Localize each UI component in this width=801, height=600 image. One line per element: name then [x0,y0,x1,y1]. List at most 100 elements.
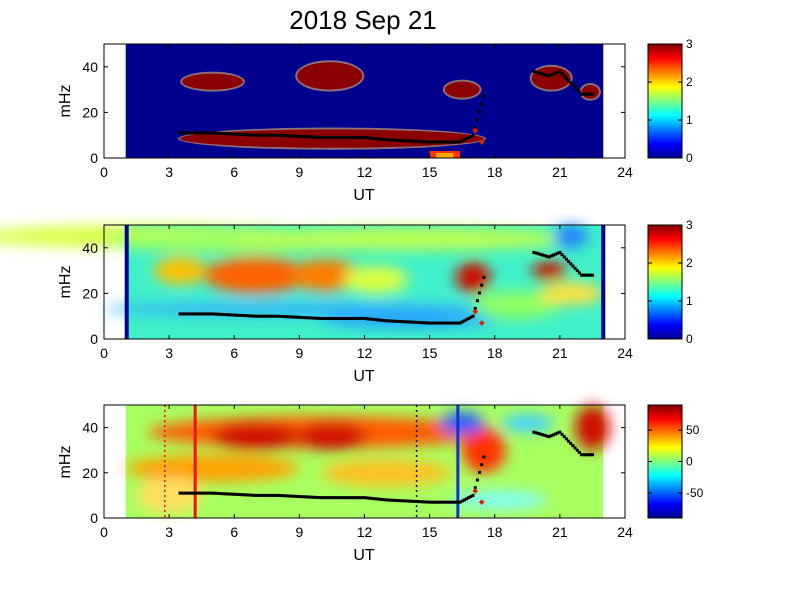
trace-point [590,92,594,96]
trace-point [300,134,304,138]
trace-point [363,496,366,500]
trace-point [441,500,445,504]
trace-point [419,321,423,325]
trace-marker [478,139,485,145]
trace-point [480,102,484,106]
trace-point [538,252,542,256]
panel-3-patch [501,414,554,433]
trace-point [369,317,373,321]
panel-1-ticks: 0 3 6 9 12 15 18 21 24 0 20 40 [82,44,633,180]
x-tick-label: 3 [165,345,173,361]
panel-3-xlabel: UT [353,547,375,564]
trace-point [564,257,568,261]
trace-point [386,138,390,142]
trace-point [438,500,442,504]
x-tick-label: 12 [357,345,373,361]
trace-point [295,315,299,319]
trace-point [308,316,312,320]
trace-point [341,496,345,500]
x-tick-label: 21 [552,524,568,540]
trace-point [315,316,319,320]
trace-point [373,318,377,322]
trace-point [428,140,432,144]
trace-point [232,132,236,136]
trace-point [347,316,351,320]
trace-point [382,138,386,142]
trace-point [189,491,193,495]
trace-point [345,135,349,139]
trace-point [389,319,393,323]
trace-point [577,90,581,94]
trace-point [404,320,408,324]
trace-point [202,491,206,495]
trace-point [482,455,486,459]
trace-point [321,496,325,500]
trace-point [456,500,460,504]
trace-point [326,316,330,320]
trace-point [460,139,464,143]
trace-point [297,315,301,319]
trace-point [215,491,219,495]
trace-point [415,320,419,324]
trace-point [421,140,425,144]
trace-point [373,137,377,141]
trace-point [273,493,277,497]
panel-1-colorbar [647,43,683,159]
figure-title: 2018 Sep 21 [289,5,436,35]
trace-point [569,262,573,266]
trace-point [406,499,410,503]
trace-point [345,496,349,500]
trace-point [373,497,377,501]
trace-point [336,316,340,320]
trace-point [302,495,306,499]
trace-point [189,312,193,316]
trace-point [195,491,199,495]
panel-2-patch [153,256,207,285]
trace-point [467,135,471,139]
trace-point [393,319,397,323]
trace-point [462,138,466,142]
trace-point [395,498,399,502]
trace-point [551,72,555,76]
trace-point [452,321,456,325]
trace-point [386,319,390,323]
trace-point [254,133,258,137]
trace-point [471,133,475,137]
trace-point [452,140,456,144]
y-tick-label: 0 [90,510,98,526]
trace-point [228,132,232,136]
trace-point [541,253,545,257]
trace-point [221,131,225,135]
trace-point [211,491,215,495]
trace-point [184,312,188,316]
trace-point [560,72,564,76]
trace-point [317,135,321,139]
trace-point [178,312,182,316]
panel-2-left-edge [124,225,129,339]
trace-point [419,500,423,504]
trace-point [278,314,282,318]
panel-3-colorbar [647,404,683,519]
trace-point [245,314,249,318]
trace-point [306,135,310,139]
panel-2-patch [290,259,361,292]
panel-3-patch [125,454,300,482]
trace-point [206,131,210,135]
trace-point [382,319,386,323]
trace-point [475,118,479,122]
trace-point [469,134,473,138]
y-tick-label: 40 [82,240,98,256]
trace-point [458,321,462,325]
trace-point [473,486,477,490]
trace-point [258,314,262,318]
trace-point [269,133,273,137]
trace-point [204,312,208,316]
trace-point [475,478,479,482]
colorbar-tick-label: 3 [686,37,693,51]
trace-point [532,250,536,254]
trace-point [213,312,217,316]
trace-point [280,494,284,498]
trace-point [449,500,453,504]
panel-1-blob [531,66,571,90]
trace-point [219,312,223,316]
